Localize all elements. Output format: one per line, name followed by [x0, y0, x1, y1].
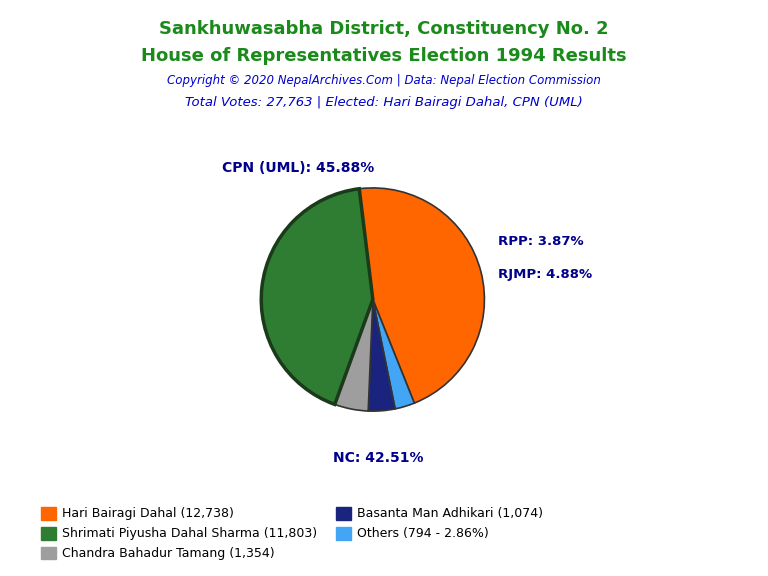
Wedge shape — [372, 300, 414, 409]
Text: RJMP: 4.88%: RJMP: 4.88% — [498, 268, 592, 282]
Text: House of Representatives Election 1994 Results: House of Representatives Election 1994 R… — [141, 47, 627, 65]
Wedge shape — [359, 188, 485, 403]
Legend: Hari Bairagi Dahal (12,738), Shrimati Piyusha Dahal Sharma (11,803), Chandra Bah: Hari Bairagi Dahal (12,738), Shrimati Pi… — [37, 503, 547, 564]
Text: RPP: 3.87%: RPP: 3.87% — [498, 235, 584, 248]
Text: Copyright © 2020 NepalArchives.Com | Data: Nepal Election Commission: Copyright © 2020 NepalArchives.Com | Dat… — [167, 74, 601, 87]
Text: NC: 42.51%: NC: 42.51% — [333, 451, 424, 465]
Text: Sankhuwasabha District, Constituency No. 2: Sankhuwasabha District, Constituency No.… — [159, 20, 609, 38]
Text: CPN (UML): 45.88%: CPN (UML): 45.88% — [222, 161, 375, 175]
Text: Total Votes: 27,763 | Elected: Hari Bairagi Dahal, CPN (UML): Total Votes: 27,763 | Elected: Hari Bair… — [185, 96, 583, 109]
Wedge shape — [261, 189, 372, 404]
Wedge shape — [335, 300, 372, 411]
Wedge shape — [368, 300, 396, 411]
